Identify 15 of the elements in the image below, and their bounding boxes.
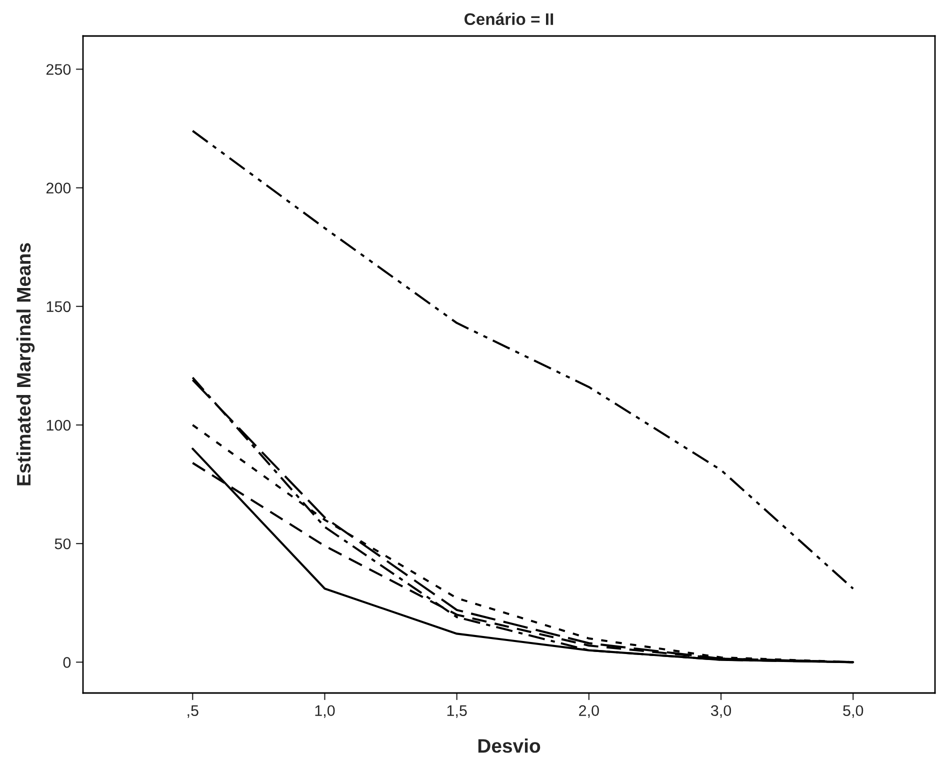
y-tick-label: 200 — [46, 182, 71, 194]
x-tick-label: ,5 — [188, 705, 198, 718]
y-tick-label: 150 — [46, 301, 71, 312]
x-tick-label: 2,0 — [579, 705, 599, 718]
x-tick-label: 1,5 — [447, 705, 467, 718]
chart-title: Cenário = II — [464, 12, 554, 26]
x-axis-title: Desvio — [478, 738, 540, 753]
y-tick-label: 100 — [46, 420, 71, 431]
y-tick-label: 50 — [54, 538, 71, 550]
x-tick-label: 5,0 — [843, 705, 864, 718]
x-tick-label: 1,0 — [315, 705, 335, 718]
y-tick-label: 0 — [63, 657, 71, 668]
x-tick-label: 3,0 — [710, 705, 732, 718]
y-tick-label: 250 — [46, 64, 71, 75]
y-axis-title: Estimated Marginal Means — [16, 243, 35, 486]
